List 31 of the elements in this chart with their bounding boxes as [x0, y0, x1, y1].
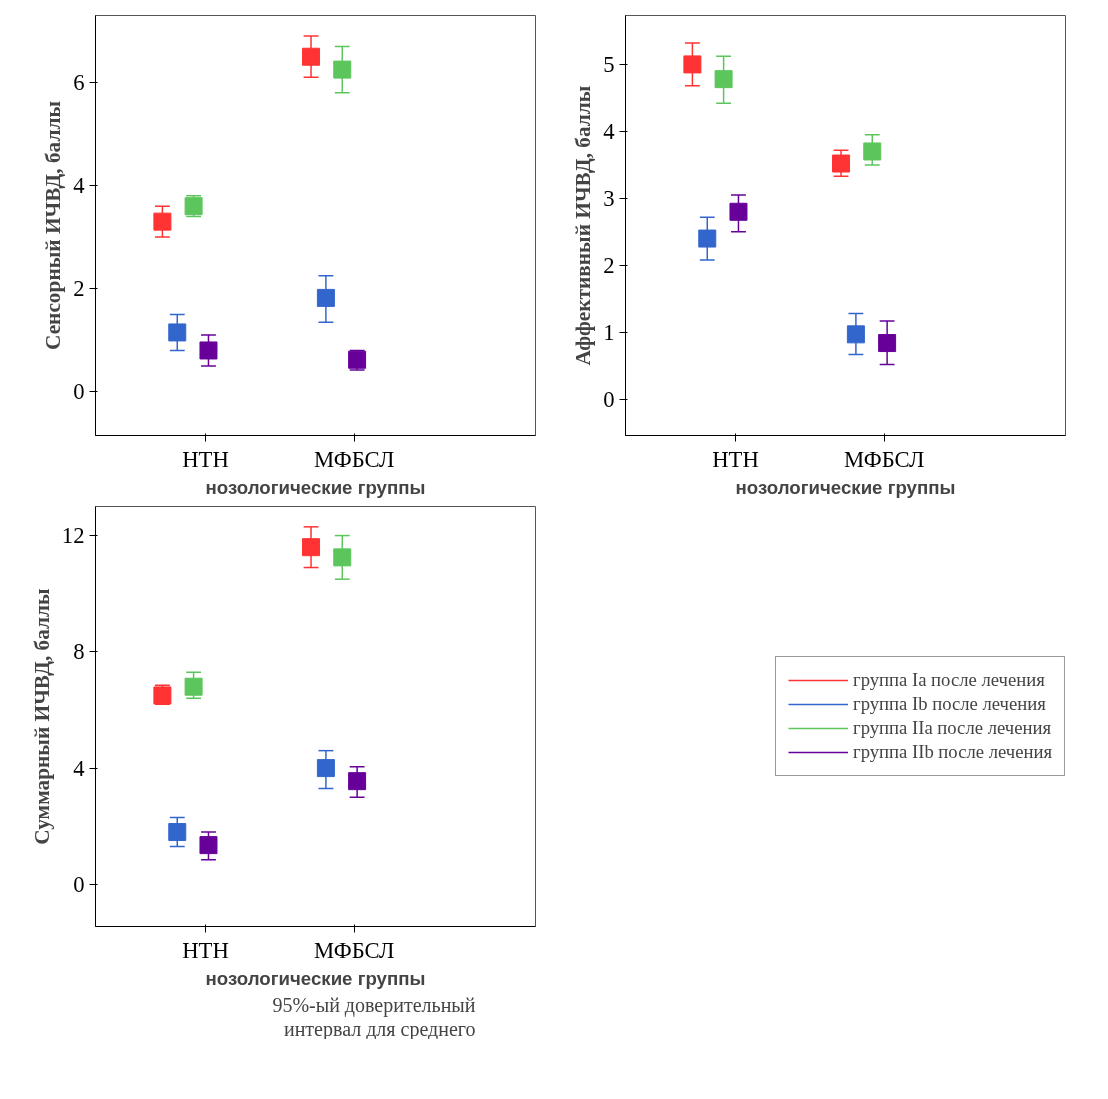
y-tick-label: 3: [603, 185, 615, 211]
x-axis-title: нозологические группы: [205, 476, 426, 498]
y-tick-label: 12: [61, 523, 85, 549]
legend-label: группа IIb после лечения: [852, 741, 1053, 763]
y-tick-label: 5: [603, 51, 615, 77]
x-axis-title: нозологические группы: [205, 967, 426, 989]
x-tick-label: НТН: [182, 446, 229, 472]
y-tick-label: 0: [73, 871, 85, 897]
x-tick-label: НТН: [712, 446, 759, 472]
legend-label: группа Ia после лечения: [852, 669, 1045, 691]
x-tick-label: МФБСЛ: [313, 446, 395, 472]
y-tick-label: 6: [73, 69, 85, 95]
legend-label: группа Ib после лечения: [852, 693, 1046, 715]
y-axis-title: Аффективный ИЧВД, баллы: [571, 85, 596, 366]
y-tick-label: 4: [73, 755, 85, 781]
y-tick-label: 2: [73, 276, 85, 302]
y-tick-label: 1: [603, 319, 615, 345]
y-axis-title: Суммарный ИЧВД, баллы: [29, 587, 54, 845]
legend-label: группа IIa после лечения: [852, 717, 1051, 739]
y-tick-label: 4: [73, 173, 85, 199]
x-tick-label: МФБСЛ: [843, 446, 925, 472]
y-tick-label: 4: [603, 118, 615, 144]
x-axis-title: нозологические группы: [735, 476, 956, 498]
x-tick-label: МФБСЛ: [313, 937, 395, 963]
x-tick-label: НТН: [182, 937, 229, 963]
y-tick-label: 8: [73, 639, 85, 665]
y-axis-title: Сенсорный ИЧВД, баллы: [41, 100, 66, 351]
text: 95%-ый доверительный интервал для среднего: [272, 993, 476, 1041]
y-tick-label: 2: [603, 252, 615, 278]
y-tick-label: 0: [603, 386, 615, 412]
y-tick-label: 0: [73, 379, 85, 405]
